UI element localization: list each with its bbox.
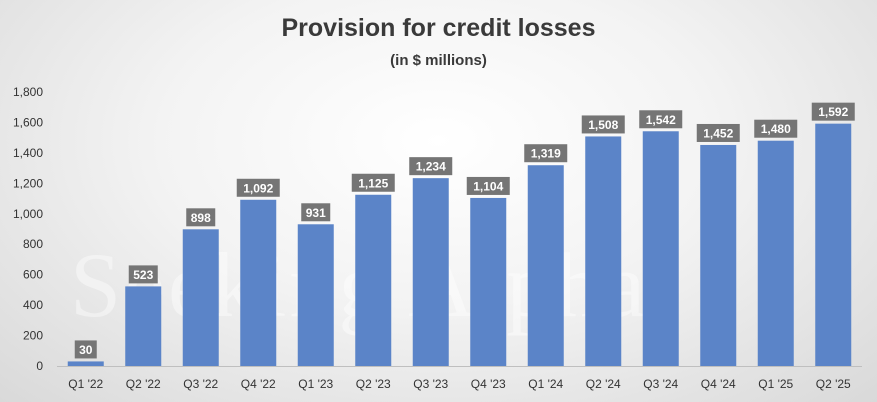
data-label: 898 [191, 211, 211, 225]
x-tick-label: Q2 '24 [586, 377, 621, 391]
data-label-box [128, 265, 158, 284]
data-label: 1,125 [358, 176, 388, 190]
data-label-box [236, 178, 280, 197]
data-label: 931 [306, 206, 326, 220]
x-tick-label: Q1 '23 [298, 377, 333, 391]
chart-title: Provision for credit losses [281, 14, 596, 42]
data-label: 523 [133, 268, 153, 282]
bar [67, 361, 104, 366]
x-tick-label: Q2 '23 [356, 377, 391, 391]
x-tick-label: Q2 '25 [816, 377, 851, 391]
data-label: 1,104 [473, 179, 503, 193]
data-label: 30 [79, 343, 93, 357]
x-tick-label: Q1 '25 [758, 377, 793, 391]
y-tick-label: 400 [23, 298, 43, 312]
bar [585, 136, 622, 366]
y-tick-label: 800 [23, 237, 43, 251]
data-label-box [351, 173, 395, 192]
y-tick-label: 1,000 [13, 207, 43, 221]
x-tick-label: Q4 '22 [241, 377, 276, 391]
data-label: 1,092 [243, 181, 273, 195]
data-label: 1,480 [761, 122, 791, 136]
x-tick-label: Q1 '22 [68, 377, 103, 391]
data-label: 1,319 [531, 147, 561, 161]
chart-subtitle: (in $ millions) [390, 52, 487, 69]
data-label: 1,234 [416, 160, 446, 174]
data-label: 1,508 [588, 118, 618, 132]
data-label-box [409, 157, 453, 176]
bar [182, 229, 219, 366]
bar [297, 224, 334, 366]
data-label-box [466, 176, 510, 195]
y-tick-label: 200 [23, 329, 43, 343]
bar [125, 286, 162, 366]
data-label-box [301, 203, 331, 222]
y-tick-label: 1,800 [13, 85, 43, 99]
x-tick-label: Q3 '22 [183, 377, 218, 391]
x-tick-label: Q3 '24 [643, 377, 678, 391]
bar [527, 165, 564, 366]
bar [355, 194, 392, 366]
bar [815, 123, 852, 366]
data-label-box [639, 110, 683, 129]
data-label-box [74, 340, 97, 359]
bar [700, 144, 737, 366]
y-tick-label: 1,600 [13, 115, 43, 129]
data-label-box [186, 208, 216, 227]
data-label-box [811, 102, 855, 121]
y-tick-label: 600 [23, 268, 43, 282]
bar [757, 140, 794, 366]
data-label-box [524, 144, 568, 163]
data-label-box [696, 123, 740, 142]
x-tick-label: Q3 '23 [413, 377, 448, 391]
y-tick-label: 0 [36, 359, 43, 373]
y-tick-label: 1,200 [13, 176, 43, 190]
bar [642, 131, 679, 366]
bar [412, 178, 449, 366]
x-tick-label: Q1 '24 [528, 377, 563, 391]
data-label-box [581, 115, 625, 134]
data-label-box [754, 119, 798, 138]
x-tick-label: Q2 '22 [126, 377, 161, 391]
x-tick-label: Q4 '24 [701, 377, 736, 391]
bar [470, 197, 507, 366]
data-label: 1,592 [818, 105, 848, 119]
data-label: 1,542 [646, 113, 676, 127]
data-label: 1,452 [703, 126, 733, 140]
bar [240, 199, 277, 366]
x-tick-label: Q4 '23 [471, 377, 506, 391]
y-tick-label: 1,400 [13, 146, 43, 160]
